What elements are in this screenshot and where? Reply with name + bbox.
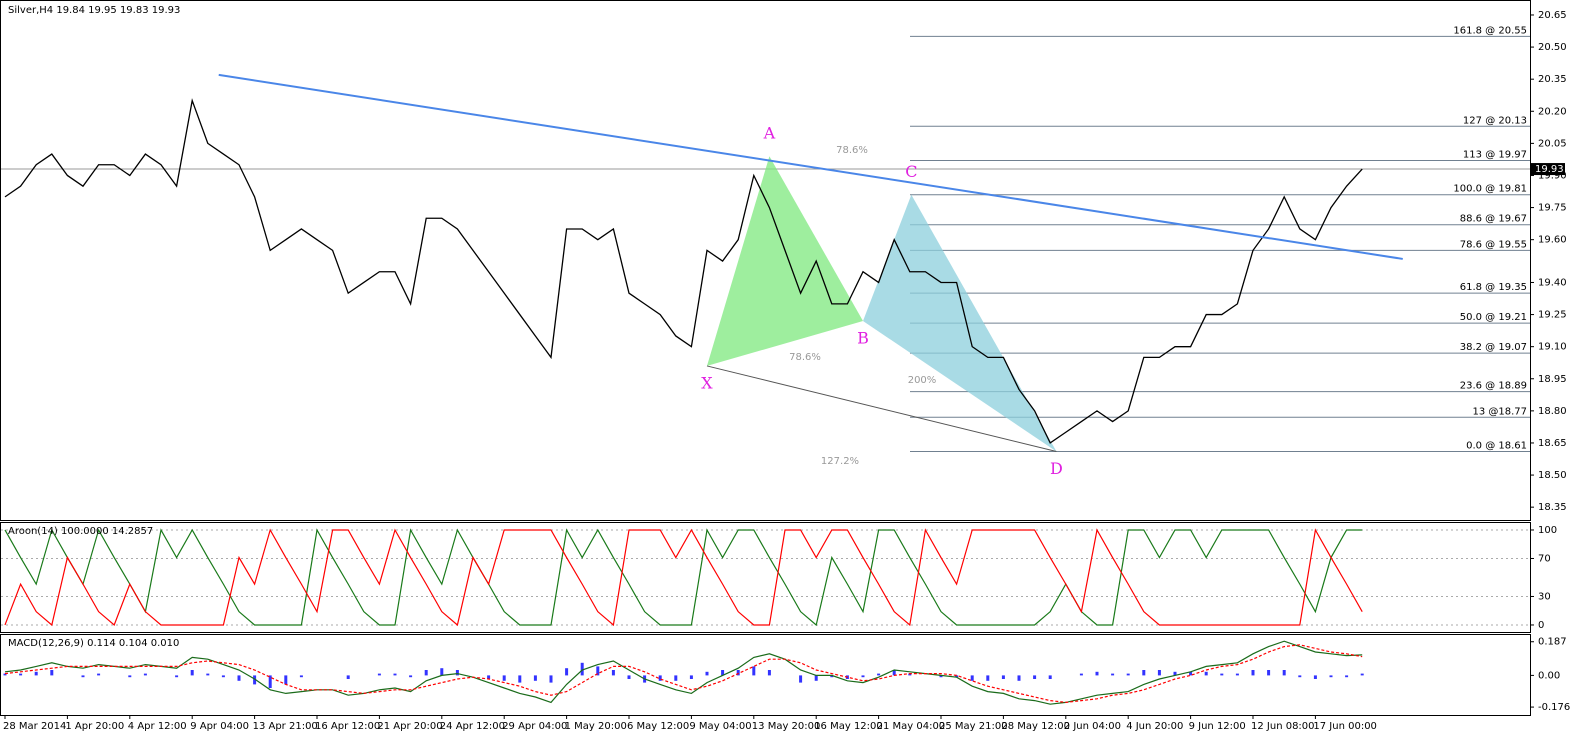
y-tick-label: 0	[1538, 620, 1544, 631]
x-tick-label: 21 Apr 20:00	[377, 721, 442, 732]
y-tick-label: 0.187	[1538, 637, 1567, 648]
x-tick-label: 16 Apr 12:00	[315, 721, 380, 732]
y-tick-label: 18.65	[1538, 438, 1567, 449]
pattern-xab	[707, 156, 863, 366]
pattern-label: A	[763, 124, 776, 143]
last-price-label: 19.93	[1535, 164, 1564, 175]
series-line	[4, 528, 1363, 627]
fib-label: 38.2 @ 19.07	[1460, 342, 1527, 353]
pattern-xd	[706, 365, 1057, 453]
x-tick-label: 9 Jun 12:00	[1189, 721, 1246, 732]
y-tick-label: 20.65	[1538, 10, 1567, 21]
y-tick-label: 19.25	[1538, 310, 1567, 321]
series-line	[4, 640, 1363, 705]
ratio-label: 127.2%	[821, 456, 859, 467]
y-tick-label: 100	[1538, 525, 1557, 536]
y-tick-label: 20.20	[1538, 106, 1567, 117]
panel-title: Silver,H4 19.84 19.95 19.83 19.93	[8, 5, 180, 16]
y-tick-label: 20.35	[1538, 74, 1567, 85]
y-tick-label: 18.80	[1538, 406, 1567, 417]
x-tick-label: 4 Jun 20:00	[1126, 721, 1183, 732]
y-tick-label: 19.40	[1538, 277, 1567, 288]
fib-label: 61.8 @ 19.35	[1460, 282, 1527, 293]
aroon-panel	[0, 522, 1531, 633]
ratio-label: 78.6%	[789, 352, 821, 363]
y-tick-label: 19.90	[1538, 170, 1567, 181]
x-tick-label: 13 May 20:00	[752, 721, 821, 732]
pattern-label: C	[905, 162, 917, 181]
y-tick-label: 30	[1538, 591, 1551, 602]
fib-label: 13 @18.77	[1472, 406, 1527, 417]
y-tick-label: 19.60	[1538, 235, 1567, 246]
y-tick-label: -0.176	[1538, 702, 1570, 713]
pattern-label: D	[1050, 459, 1063, 478]
y-tick-label: 18.95	[1538, 374, 1567, 385]
x-tick-label: 28 May 12:00	[1001, 721, 1070, 732]
x-tick-label: 2 Jun 04:00	[1064, 721, 1121, 732]
series-line	[4, 98, 1363, 444]
fib-label: 23.6 @ 18.89	[1460, 381, 1527, 392]
x-tick-label: 9 Apr 04:00	[190, 721, 249, 732]
fib-label: 161.8 @ 20.55	[1453, 25, 1527, 36]
fib-label: 78.6 @ 19.55	[1460, 239, 1527, 250]
x-tick-label: 1 May 20:00	[565, 721, 627, 732]
x-tick-label: 29 Apr 04:00	[502, 721, 567, 732]
x-tick-label: 24 Apr 12:00	[440, 721, 505, 732]
y-tick-label: 20.05	[1538, 138, 1567, 149]
ratio-label: 78.6%	[836, 145, 868, 156]
series-line	[4, 644, 1363, 704]
last-price-box	[1531, 163, 1565, 176]
x-tick-label: 13 Apr 21:00	[253, 721, 318, 732]
fib-label: 0.0 @ 18.61	[1466, 441, 1527, 452]
macd-panel	[0, 634, 1531, 716]
y-tick-label: 70	[1538, 553, 1551, 564]
x-tick-label: 21 May 04:00	[877, 721, 946, 732]
y-tick-label: 19.75	[1538, 203, 1567, 214]
x-tick-label: 12 Jun 08:00	[1251, 721, 1315, 732]
fib-label: 50.0 @ 19.21	[1460, 312, 1527, 323]
fib-label: 127 @ 20.13	[1463, 115, 1527, 126]
pattern-bcd	[863, 194, 1057, 452]
x-tick-label: 16 May 12:00	[814, 721, 883, 732]
pattern-label: X	[701, 373, 713, 392]
ratio-label: 200%	[908, 375, 937, 386]
fib-label: 113 @ 19.97	[1463, 149, 1527, 160]
series-line	[4, 528, 1363, 627]
y-tick-label: 0.00	[1538, 670, 1560, 681]
fib-label: 88.6 @ 19.67	[1460, 214, 1527, 225]
pattern-label: B	[857, 328, 869, 347]
x-tick-label: 28 Mar 2014	[3, 721, 66, 732]
x-tick-label: 25 May 21:00	[939, 721, 1008, 732]
x-tick-label: 6 May 12:00	[627, 721, 689, 732]
x-tick-label: 17 Jun 00:00	[1313, 721, 1377, 732]
x-tick-label: 1 Apr 20:00	[65, 721, 124, 732]
y-tick-label: 20.50	[1538, 42, 1567, 53]
fib-label: 100.0 @ 19.81	[1453, 184, 1527, 195]
y-tick-label: 19.10	[1538, 342, 1567, 353]
y-tick-label: 18.50	[1538, 470, 1567, 481]
panel-title: Aroon(14) 100.0000 14.2857	[8, 526, 153, 537]
x-tick-label: 9 May 04:00	[689, 721, 751, 732]
x-tick-label: 4 Apr 12:00	[128, 721, 187, 732]
trendline	[218, 73, 1403, 260]
y-tick-label: 18.35	[1538, 502, 1567, 513]
panel-title: MACD(12,26,9) 0.114 0.104 0.010	[8, 638, 179, 649]
